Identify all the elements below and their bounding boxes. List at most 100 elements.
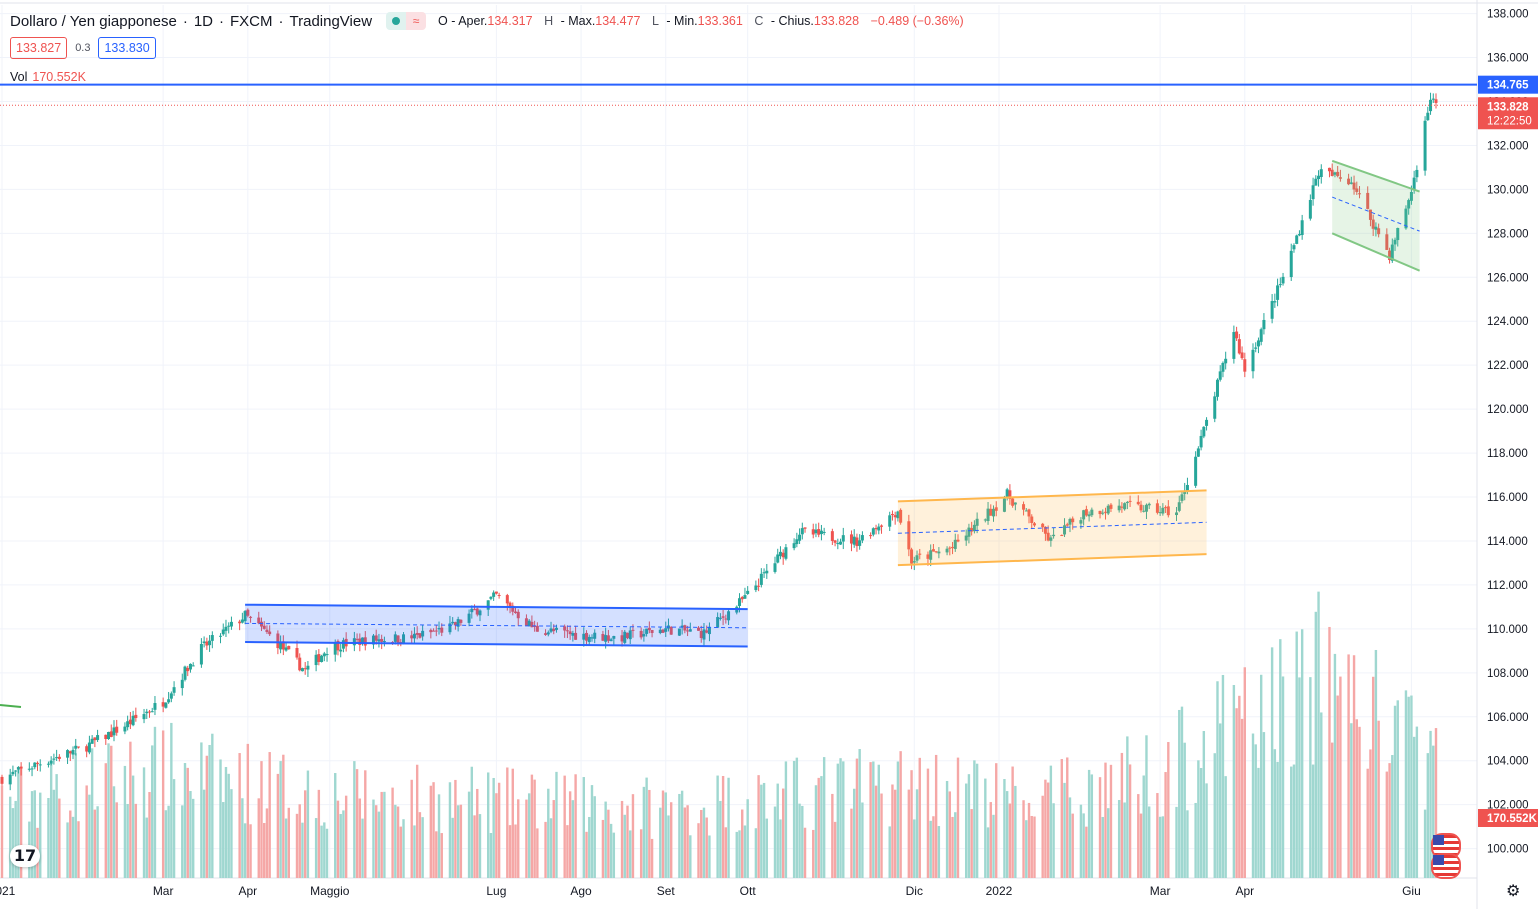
candle-body [1008, 490, 1012, 499]
volume-bar [1128, 764, 1132, 878]
candle-body [1254, 347, 1258, 349]
tradingview-logo-icon[interactable]: 17 [10, 845, 40, 867]
y-tick-label: 136.000 [1487, 53, 1529, 65]
volume-bar [514, 824, 517, 878]
market-status-pill[interactable]: ≈ [386, 12, 427, 30]
volume-bar [8, 796, 12, 878]
candle-body [855, 537, 859, 547]
candle-body [1205, 419, 1209, 426]
volume-bar [850, 808, 853, 878]
volume-bar [678, 793, 681, 878]
volume-bar [107, 743, 110, 878]
candle-body [1423, 120, 1427, 171]
volume-bar [708, 835, 711, 878]
volume-bar [325, 828, 329, 878]
x-tick-label: Set [657, 884, 676, 898]
volume-bar [301, 822, 304, 878]
volume-bar [1178, 709, 1181, 878]
candle-body [841, 535, 845, 542]
volume-bar [1412, 736, 1416, 878]
approx-icon: ≈ [406, 12, 427, 30]
candle-body [1065, 524, 1069, 526]
volume-bar [451, 817, 454, 878]
volume-bar [664, 792, 667, 878]
y-tick-label: 104.000 [1487, 756, 1529, 768]
candle-body [396, 635, 400, 643]
candle-body [1276, 285, 1280, 300]
volume-bar [1243, 667, 1246, 878]
candle-body [754, 585, 758, 591]
volume-bar [1060, 759, 1063, 878]
candle-body [96, 735, 100, 740]
candle-body [257, 617, 261, 624]
volume-bar [743, 825, 747, 878]
trade-box: 133.827 0.3 133.830 [10, 37, 156, 59]
candle-body [1032, 523, 1036, 526]
volume-bar [986, 827, 990, 878]
candle-body [1314, 178, 1318, 186]
volume-bar [1259, 674, 1263, 878]
volume-bar [396, 806, 400, 878]
candle-body [104, 734, 108, 740]
channel-lower-line [245, 641, 748, 648]
candle-body [874, 527, 878, 530]
volume-bar [1213, 753, 1216, 878]
volume-label[interactable]: Vol [10, 70, 28, 84]
y-tick-label: 120.000 [1487, 404, 1529, 416]
volume-bar [39, 792, 42, 878]
volume-bar [1276, 761, 1279, 878]
volume-bar [202, 789, 206, 878]
volume-bar [1107, 808, 1110, 878]
channel-fill [1332, 160, 1420, 271]
volume-bar [1298, 677, 1301, 878]
volume-bar [104, 763, 107, 878]
candle-body [268, 631, 272, 635]
candle-body [1355, 188, 1359, 192]
candle-body [1180, 494, 1184, 501]
candle-body [839, 541, 843, 545]
candle-body [1125, 502, 1129, 504]
buy-button[interactable]: 133.830 [98, 37, 156, 59]
candle-body [30, 768, 34, 770]
candle-body [421, 630, 425, 637]
volume-bar [74, 753, 77, 878]
candle-body [1215, 379, 1219, 397]
candle-body [1374, 226, 1378, 230]
candle-body [737, 598, 741, 606]
volume-bar [380, 791, 383, 878]
gear-icon[interactable]: ⚙ [1506, 883, 1521, 900]
candle-body [19, 766, 23, 769]
volume-bar [1194, 802, 1197, 878]
candle-body [1349, 182, 1353, 184]
volume-bar [1232, 685, 1236, 878]
candle-body [418, 633, 422, 638]
candle-body [33, 762, 37, 768]
volume-bar [683, 807, 687, 878]
volume-bar [954, 812, 957, 878]
volume-bar [93, 809, 97, 878]
candle-body [107, 731, 111, 740]
volume-bar [1221, 674, 1225, 878]
candle-body [128, 719, 132, 725]
candle-body [320, 655, 324, 662]
volume-bar [1309, 677, 1312, 878]
candle-body [259, 621, 263, 627]
candle-body [852, 536, 856, 545]
sell-button[interactable]: 133.827 [10, 37, 68, 59]
volume-bar [1257, 767, 1260, 878]
candle-body [707, 626, 711, 635]
volume-bar [205, 755, 209, 878]
volume-bar [648, 789, 651, 878]
volume-bar [77, 821, 80, 878]
volume-bar [148, 792, 151, 878]
us-flag-event-icon[interactable] [1431, 853, 1461, 879]
candle-body [590, 637, 594, 639]
candle-body [956, 539, 960, 542]
candle-body [467, 613, 471, 623]
y-tick-label: 130.000 [1487, 184, 1529, 196]
volume-bar [893, 789, 897, 878]
candle-body [1311, 185, 1315, 200]
interval-label[interactable]: 1D [193, 12, 213, 30]
symbol-name[interactable]: Dollaro / Yen giapponese [10, 12, 177, 30]
